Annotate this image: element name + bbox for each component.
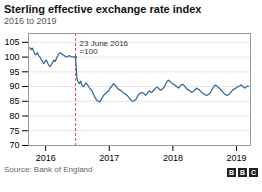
svg-text:85: 85: [9, 96, 19, 106]
html-text:C: C: [251, 168, 256, 176]
html-text:2016 to 2019: 2016 to 2019: [4, 16, 57, 26]
svg-text:70: 70: [9, 140, 19, 150]
svg-text:2016: 2016: [36, 153, 56, 163]
svg-text:80: 80: [9, 111, 19, 121]
svg-text:75: 75: [9, 126, 19, 136]
svg-text:90: 90: [9, 81, 19, 91]
html-text:B: B: [240, 168, 245, 176]
svg-text:2017: 2017: [99, 153, 119, 163]
html-text:B: B: [229, 168, 234, 176]
html-text:Sterling effective exchange ra: Sterling effective exchange rate index: [4, 3, 202, 15]
svg-text:95: 95: [9, 67, 19, 77]
svg-text:23 June 2016=100: 23 June 2016=100: [80, 39, 129, 56]
svg-text:2019: 2019: [226, 153, 246, 163]
svg-text:100: 100: [4, 52, 19, 62]
svg-text:2018: 2018: [163, 153, 183, 163]
html-text:Source: Bank of England: Source: Bank of England: [4, 165, 93, 174]
svg-text:105: 105: [4, 37, 19, 47]
